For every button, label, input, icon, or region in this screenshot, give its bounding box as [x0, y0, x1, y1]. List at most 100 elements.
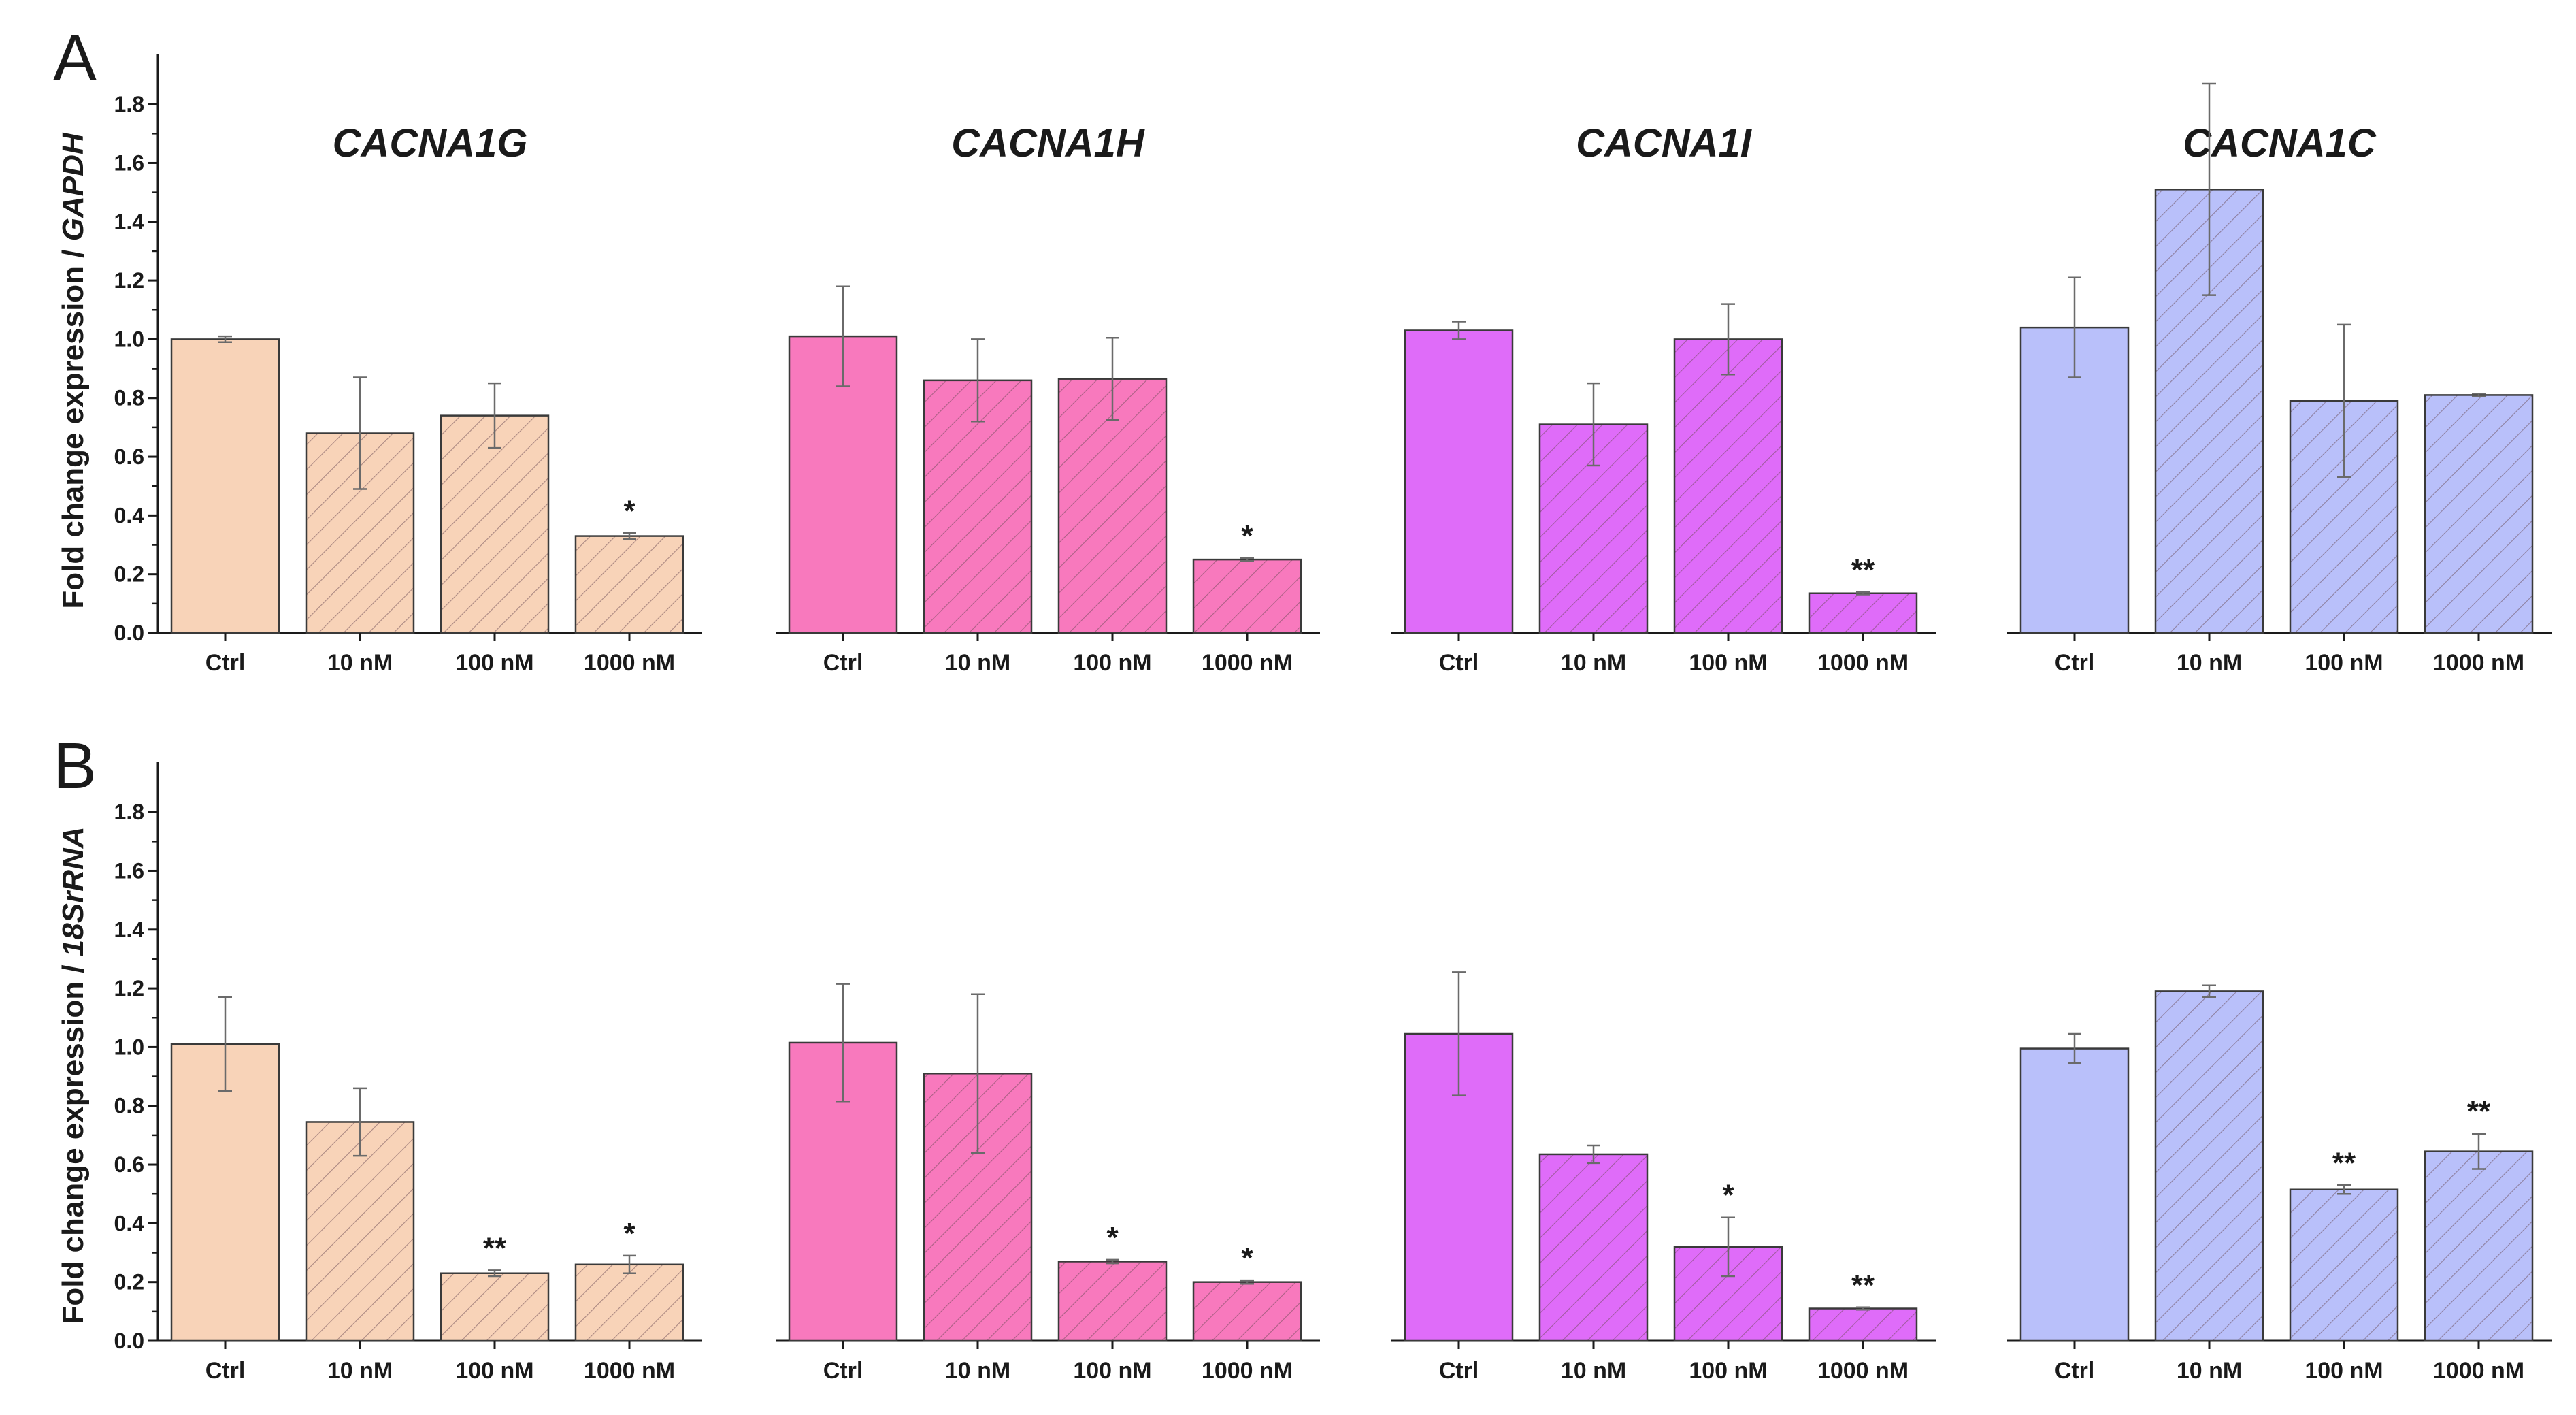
x-tick-label: 100 nM — [455, 650, 533, 676]
y-tick-label: 0.6 — [114, 1152, 144, 1177]
y-tick-label: 1.4 — [114, 210, 145, 234]
subplot-a-cacna1h: CACNA1H Ctrl 10 nM 100 nM * 1000 nM — [776, 121, 1320, 676]
x-tick-label: Ctrl — [205, 650, 246, 676]
subplot-b-col2: Ctrl 10 nM * 100 nM ** 1000 nM — [1391, 971, 1936, 1384]
subplot-a-cacna1g: 0.0 0.2 0.4 0.6 0.8 1.0 1.2 1.4 1.6 1.8 CACNA1G Ctr… — [114, 54, 702, 676]
bar-1000-nm — [574, 535, 684, 634]
y-tick-label: 1.8 — [114, 92, 144, 116]
x-tick-label: 10 nM — [945, 650, 1010, 676]
bar-100-nm — [440, 414, 550, 634]
x-tick-label: 10 nM — [1561, 650, 1626, 676]
x-tick-label: 1000 nM — [2433, 1358, 2524, 1384]
bar-ctrl — [1404, 329, 1514, 634]
bar-100-nm — [1057, 1261, 1168, 1342]
x-tick-label: Ctrl — [2055, 650, 2095, 676]
x-tick-label: 10 nM — [327, 1358, 393, 1384]
chart-title-cacna1i: CACNA1I — [1576, 121, 1753, 165]
significance-marker: * — [623, 494, 635, 527]
y-tick-label: 0.0 — [114, 1329, 144, 1353]
x-tick-label: 1000 nM — [1817, 650, 1909, 676]
bar-10-nm — [1538, 1153, 1649, 1342]
significance-marker: * — [623, 1217, 635, 1250]
y-axis-label-a: Fold change expression / GAPDH — [56, 132, 90, 608]
x-tick-label: 1000 nM — [2433, 650, 2524, 676]
significance-marker: ** — [2467, 1095, 2491, 1128]
x-tick-label: 100 nM — [455, 1358, 533, 1384]
bar-ctrl — [2019, 326, 2130, 634]
x-tick-label: 10 nM — [1561, 1358, 1626, 1384]
y-axis-label-a-prefix: Fold change expression / — [56, 241, 90, 608]
y-axis-label-a-ref: GAPDH — [56, 132, 90, 241]
subplot-a-cacna1c: CACNA1C Ctrl 10 nM 100 nM 1000 nM — [2007, 82, 2552, 676]
y-tick-label: 1.6 — [114, 150, 144, 175]
significance-marker: ** — [483, 1231, 507, 1265]
x-tick-label: 100 nM — [1073, 1358, 1151, 1384]
bar-ctrl — [170, 1043, 280, 1342]
bar-ctrl — [2019, 1047, 2130, 1342]
x-tick-label: 1000 nM — [584, 1358, 675, 1384]
significance-marker: ** — [2332, 1146, 2356, 1180]
subplot-a-cacna1i: CACNA1I Ctrl 10 nM 100 nM ** 1000 nM — [1391, 121, 1936, 676]
bar-1000-nm — [2424, 1150, 2534, 1342]
significance-marker: * — [1106, 1221, 1119, 1254]
x-tick-label: 10 nM — [2177, 650, 2242, 676]
y-tick-label: 1.0 — [114, 327, 144, 351]
subplot-b-col0: 0.0 0.2 0.4 0.6 0.8 1.0 1.2 1.4 1.6 1.8 Ctrl 10 nM *… — [114, 762, 702, 1384]
subplot-grid: 0.0 0.2 0.4 0.6 0.8 1.0 1.2 1.4 1.6 1.8 CACNA1G Ctr… — [114, 54, 2552, 1384]
x-tick-label: 100 nM — [1073, 650, 1151, 676]
y-tick-label: 1.2 — [114, 268, 144, 293]
x-tick-label: Ctrl — [823, 650, 863, 676]
significance-marker: * — [1241, 519, 1253, 553]
subplot-b-col3: Ctrl 10 nM ** 100 nM ** 1000 nM — [2007, 984, 2552, 1384]
x-tick-label: 100 nM — [2305, 650, 2383, 676]
y-tick-label: 0.2 — [114, 1270, 144, 1295]
bar-ctrl — [170, 338, 280, 634]
bar-1000-nm — [574, 1263, 684, 1342]
subplot-b-col1: Ctrl 10 nM * 100 nM * 1000 nM — [776, 983, 1320, 1384]
significance-marker: ** — [1851, 553, 1875, 587]
x-tick-label: 10 nM — [2177, 1358, 2242, 1384]
x-tick-label: Ctrl — [205, 1358, 246, 1384]
y-tick-label: 1.2 — [114, 976, 144, 1001]
bar-100-nm — [440, 1272, 550, 1342]
chart-title-cacna1h: CACNA1H — [951, 121, 1145, 165]
bar-1000-nm — [1808, 1307, 1918, 1342]
bar-1000-nm — [1192, 558, 1302, 634]
bar-1000-nm — [2424, 394, 2534, 634]
y-tick-label: 0.8 — [114, 1094, 144, 1118]
x-tick-label: 100 nM — [1689, 650, 1767, 676]
x-tick-label: 1000 nM — [1202, 1358, 1293, 1384]
y-tick-label: 0.6 — [114, 444, 144, 469]
y-tick-label: 1.0 — [114, 1035, 144, 1059]
x-tick-label: 10 nM — [327, 650, 393, 676]
bar-100-nm — [1673, 338, 1783, 634]
y-tick-label: 1.4 — [114, 917, 145, 942]
chart-title-cacna1c: CACNA1C — [2183, 121, 2377, 165]
y-tick-label: 0.8 — [114, 386, 144, 410]
significance-marker: ** — [1851, 1269, 1875, 1302]
y-axis-label-b: Fold change expression / 18SrRNA — [56, 826, 90, 1324]
y-tick-label: 1.8 — [114, 800, 144, 824]
chart-title-cacna1g: CACNA1G — [333, 121, 528, 165]
x-tick-label: Ctrl — [1439, 650, 1479, 676]
bar-10-nm — [2154, 990, 2264, 1342]
panel-letter-a: A — [53, 22, 97, 95]
bar-10-nm — [305, 1121, 415, 1342]
x-tick-label: 10 nM — [945, 1358, 1010, 1384]
y-axis-label-b-prefix: Fold change expression / — [56, 956, 90, 1324]
y-tick-label: 0.2 — [114, 562, 144, 587]
panel-letter-b: B — [53, 730, 97, 802]
y-axis-label-b-ref: 18SrRNA — [56, 826, 90, 956]
bar-100-nm — [1057, 378, 1168, 634]
x-tick-label: Ctrl — [2055, 1358, 2095, 1384]
x-tick-label: Ctrl — [823, 1358, 863, 1384]
x-tick-label: 1000 nM — [1202, 650, 1293, 676]
x-tick-label: 1000 nM — [584, 650, 675, 676]
significance-marker: * — [1722, 1179, 1734, 1212]
y-tick-label: 0.0 — [114, 621, 144, 645]
y-tick-label: 0.4 — [114, 1211, 145, 1235]
x-tick-label: Ctrl — [1439, 1358, 1479, 1384]
x-tick-label: 1000 nM — [1817, 1358, 1909, 1384]
bar-100-nm — [2289, 1188, 2399, 1342]
y-tick-label: 0.4 — [114, 503, 145, 527]
